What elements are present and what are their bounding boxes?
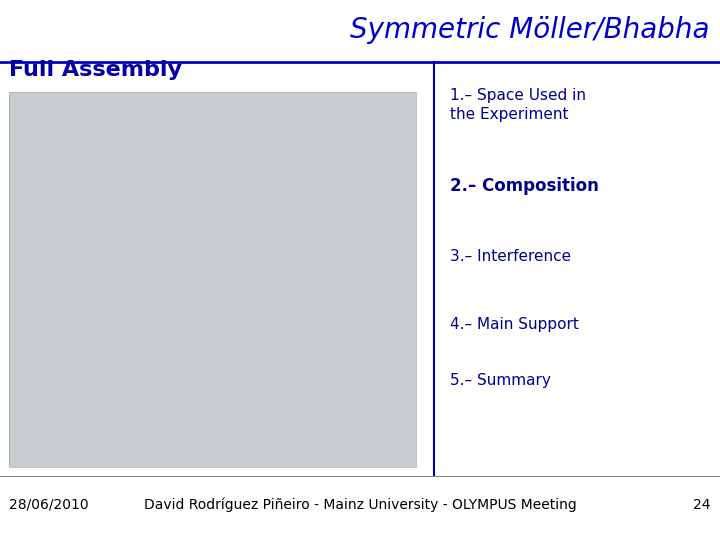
Text: 28/06/2010: 28/06/2010	[9, 498, 89, 512]
Text: 1.– Space Used in
the Experiment: 1.– Space Used in the Experiment	[450, 88, 586, 123]
Text: David Rodríguez Piñeiro - Mainz University - OLYMPUS Meeting: David Rodríguez Piñeiro - Mainz Universi…	[143, 498, 577, 512]
Text: 24: 24	[693, 498, 711, 512]
Bar	[9, 92, 416, 467]
Text: 3.– Interference: 3.– Interference	[450, 249, 571, 264]
Text: 4.– Main Support: 4.– Main Support	[450, 316, 579, 332]
Text: 5.– Summary: 5.– Summary	[450, 373, 551, 388]
Text: Symmetric Möller/Bhabha: Symmetric Möller/Bhabha	[350, 16, 709, 44]
Bar	[9, 92, 416, 467]
Text: 2.– Composition: 2.– Composition	[450, 177, 599, 195]
Text: Full Assembly: Full Assembly	[9, 60, 182, 80]
